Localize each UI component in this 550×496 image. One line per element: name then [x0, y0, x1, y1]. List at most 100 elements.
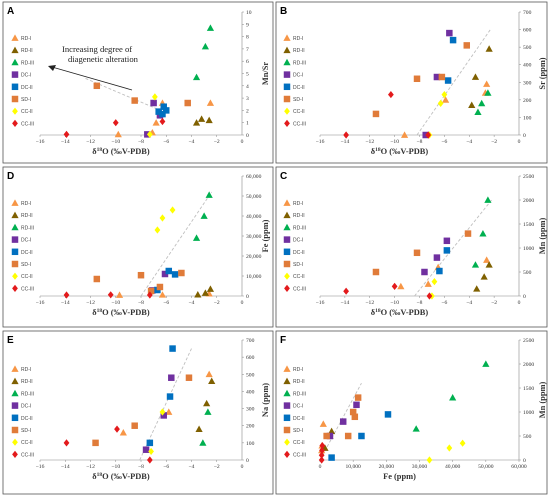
x-tick-label: −14: [341, 139, 350, 145]
legend-label: CC-III: [21, 286, 34, 292]
data-point: [206, 24, 215, 31]
legend-label: RD-I: [21, 367, 31, 373]
data-point: [391, 282, 398, 290]
y-tick-label: 500: [523, 270, 532, 276]
data-point: [206, 285, 215, 292]
data-point: [92, 439, 99, 447]
data-point: [168, 374, 175, 381]
x-tick-label: 0: [518, 300, 521, 306]
data-point: [115, 291, 124, 298]
x-tick-label: 10,000: [345, 464, 361, 470]
data-point: [459, 439, 466, 447]
data-point: [154, 226, 161, 234]
data-point: [485, 45, 493, 52]
data-point: [397, 282, 405, 290]
legend-marker: [11, 199, 19, 206]
legend-marker: [283, 402, 291, 409]
legend-label: SD-I: [293, 97, 303, 103]
legend-marker: [11, 83, 19, 91]
data-point: [354, 394, 362, 401]
y-tick-label: 2000: [523, 198, 534, 204]
legend-label: DC-II: [293, 416, 305, 422]
legend-label: CC-II: [293, 440, 305, 446]
legend-label: RD-II: [21, 379, 33, 385]
legend-label: RD-III: [21, 391, 34, 397]
legend-marker: [11, 34, 19, 41]
x-tick-label: −2: [214, 139, 220, 145]
y-tick-label: 200: [246, 424, 255, 430]
y-tick-label: 700: [523, 10, 532, 16]
y-tick-label: 5: [246, 72, 249, 78]
legend-marker: [283, 46, 291, 54]
data-point: [205, 370, 213, 378]
panel-letter: D: [7, 171, 14, 182]
y-tick-label: 0: [246, 133, 249, 139]
data-point: [119, 428, 127, 436]
y-tick-label: 100: [246, 441, 255, 447]
x-tick-label: −2: [491, 300, 497, 306]
legend-marker: [11, 389, 19, 397]
data-point: [318, 456, 325, 464]
data-point: [426, 292, 433, 300]
legend-label: CC-II: [21, 274, 33, 280]
data-point: [437, 99, 444, 107]
y-tick-label: 0: [246, 458, 249, 464]
data-point: [424, 280, 432, 287]
data-point: [436, 267, 443, 275]
y-tick-label: 600: [246, 355, 255, 361]
legend-label: RD-I: [21, 201, 31, 207]
panel-letter: B: [280, 6, 287, 17]
data-point: [208, 377, 216, 385]
x-tick-label: −10: [111, 464, 120, 470]
legend-label: CC-III: [21, 121, 34, 127]
y-tick-label: 0: [523, 133, 526, 139]
x-tick-label: −6: [163, 300, 169, 306]
data-point: [431, 278, 438, 286]
data-point: [343, 287, 349, 295]
data-point: [159, 214, 166, 222]
legend-marker: [283, 71, 291, 78]
x-axis-title: Fe (ppm): [383, 472, 416, 481]
data-point: [205, 191, 213, 198]
data-point: [158, 291, 167, 298]
data-point: [150, 99, 157, 107]
legend-marker: [12, 450, 18, 458]
legend-marker: [283, 83, 291, 91]
panel-letter: C: [280, 171, 287, 182]
panel-f: F0 10,000 20,000 30,000 40,000 50,000 60,00005…: [275, 330, 548, 495]
data-point: [339, 418, 347, 425]
data-point: [412, 425, 420, 432]
x-tick-label: 0: [518, 139, 521, 145]
data-point: [483, 80, 491, 87]
trend-line: [414, 199, 492, 297]
data-point: [166, 393, 174, 400]
data-point: [358, 432, 365, 440]
legend-label: DC-I: [21, 73, 31, 79]
data-point: [319, 420, 327, 427]
y-tick-label: 1000: [523, 246, 534, 252]
y-tick-label: 0: [246, 294, 249, 300]
y-axis-title: Na (ppm): [261, 383, 270, 417]
legend-label: CC-III: [21, 452, 34, 458]
data-point: [131, 422, 138, 429]
data-point: [449, 394, 457, 401]
data-point: [148, 447, 154, 456]
x-tick-label: 0: [241, 300, 244, 306]
y-tick-label: 2500: [523, 338, 534, 344]
data-point: [146, 291, 153, 299]
legend-marker: [283, 389, 291, 397]
legend-label: SD-I: [21, 428, 31, 434]
data-point: [112, 119, 119, 127]
legend-label: DC-II: [21, 85, 33, 91]
y-tick-label: 9: [246, 22, 249, 28]
y-tick-label: 300: [246, 407, 255, 413]
data-point: [446, 29, 453, 37]
data-point: [160, 412, 167, 419]
y-tick-label: 1500: [523, 386, 534, 392]
data-point: [206, 99, 215, 106]
data-point: [319, 442, 326, 450]
data-point: [478, 99, 486, 107]
data-point: [147, 287, 155, 295]
legend-marker: [283, 236, 291, 243]
